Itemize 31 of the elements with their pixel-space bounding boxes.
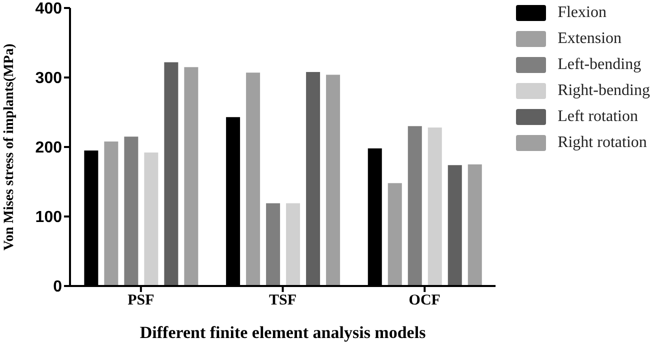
bar <box>326 74 340 286</box>
y-tick-label: 100 <box>35 209 62 226</box>
x-axis-title: Different finite element analysis models <box>140 323 426 342</box>
legend-label: Left rotation <box>558 108 638 126</box>
bar <box>286 203 300 286</box>
y-tick-label: 400 <box>35 0 62 18</box>
y-tick-label: 0 <box>53 278 62 296</box>
bar <box>468 164 482 286</box>
legend-label: Right rotation <box>558 134 647 152</box>
bar <box>184 67 198 286</box>
bar <box>306 72 320 286</box>
bar <box>246 72 260 286</box>
bar <box>164 62 178 286</box>
bar <box>408 126 422 286</box>
y-tick-label: 300 <box>35 70 62 88</box>
bar <box>124 136 138 286</box>
bar <box>104 141 118 286</box>
bar <box>388 183 402 286</box>
legend-label: Extension <box>558 30 622 48</box>
y-axis-title: Von Mises stress of implants(MPa) <box>2 43 17 250</box>
y-tick-label: 200 <box>35 140 62 157</box>
x-tick-label: PSF <box>128 292 154 309</box>
bar <box>448 165 462 286</box>
legend-label: Left-bending <box>558 56 642 74</box>
legend-label: Flexion <box>558 4 606 22</box>
legend-label: Right-bending <box>558 82 650 100</box>
x-tick-label: TSF <box>269 292 297 309</box>
bar <box>428 128 442 286</box>
bar <box>266 203 280 286</box>
x-tick-label: OCF <box>408 292 440 309</box>
bar <box>144 152 158 286</box>
